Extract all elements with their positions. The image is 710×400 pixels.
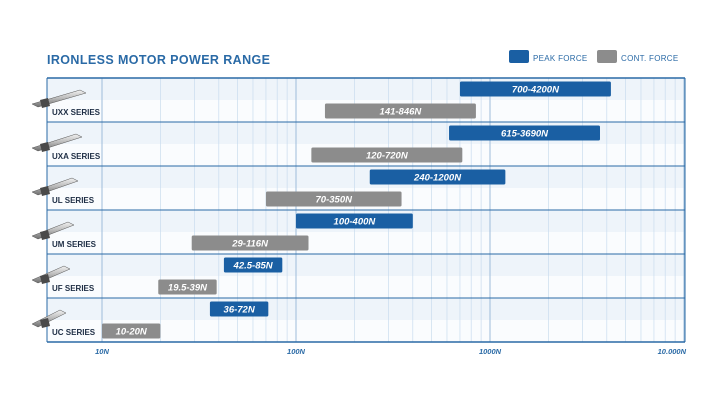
motor-coil — [40, 274, 50, 284]
legend-swatch — [597, 50, 617, 63]
series-label: UM SERIES — [52, 240, 97, 249]
bar — [369, 169, 506, 185]
motor-coil — [40, 318, 50, 328]
bar — [158, 279, 217, 295]
series-label: UF SERIES — [52, 284, 95, 293]
motor-icon — [31, 133, 83, 152]
bar — [209, 301, 269, 317]
x-tick-label: 10N — [95, 347, 109, 356]
row-band-top — [47, 254, 685, 276]
bar — [296, 213, 413, 229]
bar-label: 700-4200N — [512, 85, 560, 96]
x-tick-label: 1000N — [479, 347, 502, 356]
row-band-top — [47, 298, 685, 320]
bar — [191, 235, 309, 251]
bar-label: 29-116N — [231, 239, 269, 250]
series-label: UC SERIES — [52, 328, 96, 337]
motor-icon — [31, 265, 71, 284]
bar — [223, 257, 283, 273]
series-label: UL SERIES — [52, 196, 95, 205]
row-band-top — [47, 166, 685, 188]
x-tick-label: 10.000N — [658, 347, 687, 356]
legend-label: CONT. FORCE — [621, 54, 679, 63]
motor-rail — [31, 309, 67, 328]
bar — [459, 81, 611, 97]
legend-label: PEAK FORCE — [533, 54, 588, 63]
bar-label: 36-72N — [224, 305, 256, 316]
chart-title: IRONLESS MOTOR POWER RANGE — [47, 53, 270, 67]
bar-label: 240-1200N — [413, 173, 462, 184]
bar-label: 120-720N — [366, 151, 409, 162]
legend-swatch — [509, 50, 529, 63]
x-tick-label: 100N — [287, 347, 306, 356]
bar — [324, 103, 476, 119]
bar — [449, 125, 601, 141]
bar-label: 42.5-85N — [233, 261, 274, 272]
bar-label: 70-350N — [316, 195, 354, 206]
row-band-bottom — [47, 320, 685, 342]
bar-label: 19.5-39N — [168, 283, 208, 294]
motor-icon — [31, 89, 87, 108]
motor-coil — [40, 186, 50, 196]
row-band-bottom — [47, 276, 685, 298]
bar — [311, 147, 463, 163]
bar — [265, 191, 402, 207]
bar-label: 615-3690N — [501, 129, 549, 140]
bar — [102, 323, 161, 339]
series-label: UXX SERIES — [52, 108, 101, 117]
series-label: UXA SERIES — [52, 152, 101, 161]
motor-icon — [31, 221, 75, 240]
motor-icon — [31, 177, 79, 196]
legend: PEAK FORCE CONT. FORCE — [509, 50, 679, 63]
motor-coil — [40, 98, 50, 108]
motor-coil — [40, 142, 50, 152]
bar-label: 10-20N — [116, 327, 148, 338]
motor-icon — [31, 309, 67, 328]
plot-area: 10N 100N 1000N 10.000N UXX SERIES UXA SERIES U… — [31, 77, 687, 356]
bar-label: 141-846N — [380, 107, 423, 118]
bar-label: 100-400N — [334, 217, 377, 228]
motor-coil — [40, 230, 50, 240]
row-band-bottom — [47, 232, 685, 254]
